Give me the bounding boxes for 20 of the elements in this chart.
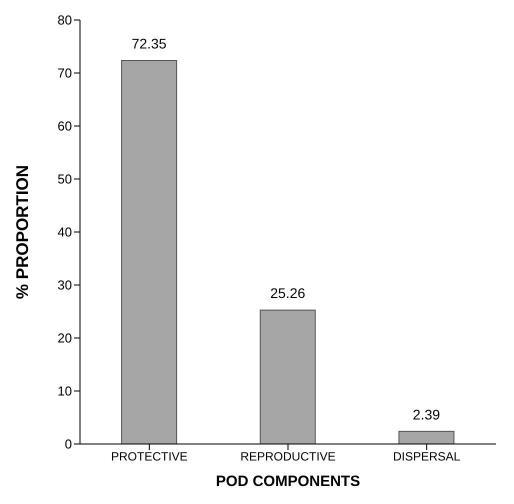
- bar: [398, 430, 454, 444]
- y-axis-title: % PROPORTION: [13, 164, 32, 300]
- x-tick-label: PROTECTIVE: [110, 450, 188, 464]
- data-label: 25.26: [270, 285, 306, 302]
- data-label: 2.39: [412, 406, 440, 422]
- y-tick-label: 70: [58, 66, 72, 81]
- y-tick-label: 0: [64, 436, 72, 452]
- bar: [260, 310, 316, 444]
- bar: [121, 60, 178, 444]
- y-tick-label: 20: [58, 330, 72, 346]
- data-label: 72.35: [132, 36, 167, 52]
- y-tick-label: 50: [58, 172, 72, 187]
- x-axis-title: POD COMPONENTS: [216, 473, 360, 490]
- y-tick-label: 30: [58, 278, 72, 293]
- y-tick-label: 60: [58, 118, 72, 134]
- x-tick-label: DISPERSAL: [392, 450, 461, 464]
- y-tick-label: 80: [58, 12, 72, 28]
- y-tick-label: 40: [58, 224, 72, 240]
- x-tick-label: REPRODUCTIVE: [240, 450, 336, 464]
- y-tick-label: 10: [58, 384, 72, 399]
